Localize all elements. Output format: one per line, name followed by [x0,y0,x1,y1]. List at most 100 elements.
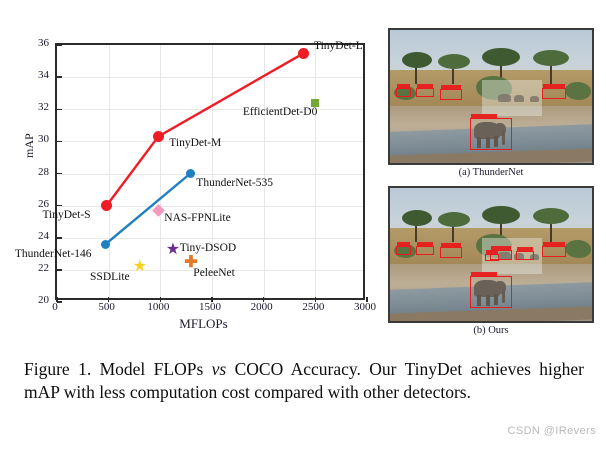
point-label: TinyDet-M [169,136,222,149]
acacia-tree [438,212,470,227]
y-tick-mark [57,269,62,271]
detection-box [416,84,434,97]
y-tick-mark [57,44,62,46]
detection-box [440,85,462,100]
x-tick-mark [262,297,265,302]
y-tick-label: 30 [38,133,49,146]
photo-thundernet [388,28,594,165]
detection-box [542,84,566,99]
series-lines [104,51,305,246]
y-tick-label: 20 [38,294,49,306]
tree-trunk [550,218,552,242]
watermark: CSDN @IRevers [507,425,596,437]
x-tick-mark [159,297,162,302]
y-tick-label: 34 [38,69,49,82]
point-label: ThunderNet-535 [196,176,273,189]
point-label: NAS-FPNLite [164,212,231,225]
y-tick-mark [57,301,62,303]
detection-box [396,242,411,255]
gridline [57,269,363,271]
gridline [57,173,363,175]
plus-marker[interactable]: ✚ [184,254,198,272]
distant-elephant [514,95,524,102]
elephant-leg [494,294,498,305]
gridline [57,141,363,143]
elephant-leg [477,295,481,306]
square-marker[interactable] [311,98,320,107]
point-label: SSDLite [90,271,130,284]
distant-elephant [514,253,524,260]
point-label: EfficientDet-D0 [242,105,318,118]
point-label: TinyDet-L [313,40,363,53]
acacia-tree [533,50,569,66]
detection-box [440,243,462,258]
detection-box [485,250,499,261]
detection-box [516,247,534,260]
detection-box [542,242,566,257]
detection-box [490,246,512,260]
circle-marker[interactable] [298,47,310,59]
star-marker[interactable]: ★ [165,240,181,258]
gridline [57,237,363,239]
x-tick-label: 500 [98,301,115,313]
gridline [212,45,213,298]
tree-trunk [500,218,502,244]
elephant-leg [477,137,481,148]
caption-part1: Model FLOPs [91,359,212,379]
x-tick-label: 1500 [199,301,221,313]
tree-trunk [452,64,454,84]
elephant-leg [486,295,490,306]
tree-trunk [415,220,417,242]
tree-trunk [500,60,502,86]
detection-box [396,84,411,97]
acacia-tree [533,208,569,224]
star-marker[interactable]: ★ [132,258,147,276]
figure-caption: Figure 1. Model FLOPs vs COCO Accuracy. … [24,358,584,405]
elephant-leg [494,136,498,147]
x-tick-mark [211,297,213,302]
y-tick-mark [57,76,62,78]
qualitative-results: (a) ThunderNet [388,28,600,348]
elephant-body [474,280,500,297]
photo-block-a: (a) ThunderNet [388,28,594,179]
distant-elephant [530,254,539,260]
x-tick-mark [107,297,110,302]
x-axis-label: MFLOPs [179,316,228,331]
circle-marker[interactable] [152,131,164,143]
bush [565,82,591,100]
caption-prefix: Figure 1. [24,359,92,379]
detection-box [470,272,512,308]
tree-trunk [452,222,454,242]
point-label: TinyDet-S [42,208,91,221]
x-tick-label: 0 [52,301,58,313]
distant-elephant [498,94,511,102]
tree-trunk [550,60,552,84]
y-tick-label: 36 [38,37,49,49]
elephant-trunk [502,131,505,145]
y-tick-mark [57,204,62,207]
y-tick-label: 28 [38,165,49,178]
elephant-body [474,122,500,139]
y-tick-label: 26 [38,197,49,210]
gridline [263,45,265,298]
gridline [315,45,317,298]
x-tick-mark [314,297,317,302]
detection-box [470,114,512,150]
circle-marker[interactable] [101,200,113,212]
y-tick-label: 24 [38,229,49,242]
y-tick-mark [57,108,62,110]
elephant-trunk [502,289,505,303]
acacia-tree [438,54,470,69]
photo-ours [388,186,594,323]
x-tick-label: 3000 [354,301,376,313]
caption-part2: COCO Accuracy. Our TinyDet achieves high… [24,359,584,403]
y-tick-label: 32 [38,101,49,114]
y-tick-mark [57,172,62,175]
acacia-tree [402,52,432,68]
circle-marker[interactable] [185,169,195,178]
circle-marker[interactable] [101,239,111,249]
point-label: Tiny-DSOD [179,241,237,254]
x-tick-label: 2500 [302,301,325,313]
scatter-chart: mAP MFLOPs ★ ✚ ★ 20 22 24 26 28 30 32 34 36 0 500 100… [0,0,385,345]
y-tick-mark [57,140,62,143]
